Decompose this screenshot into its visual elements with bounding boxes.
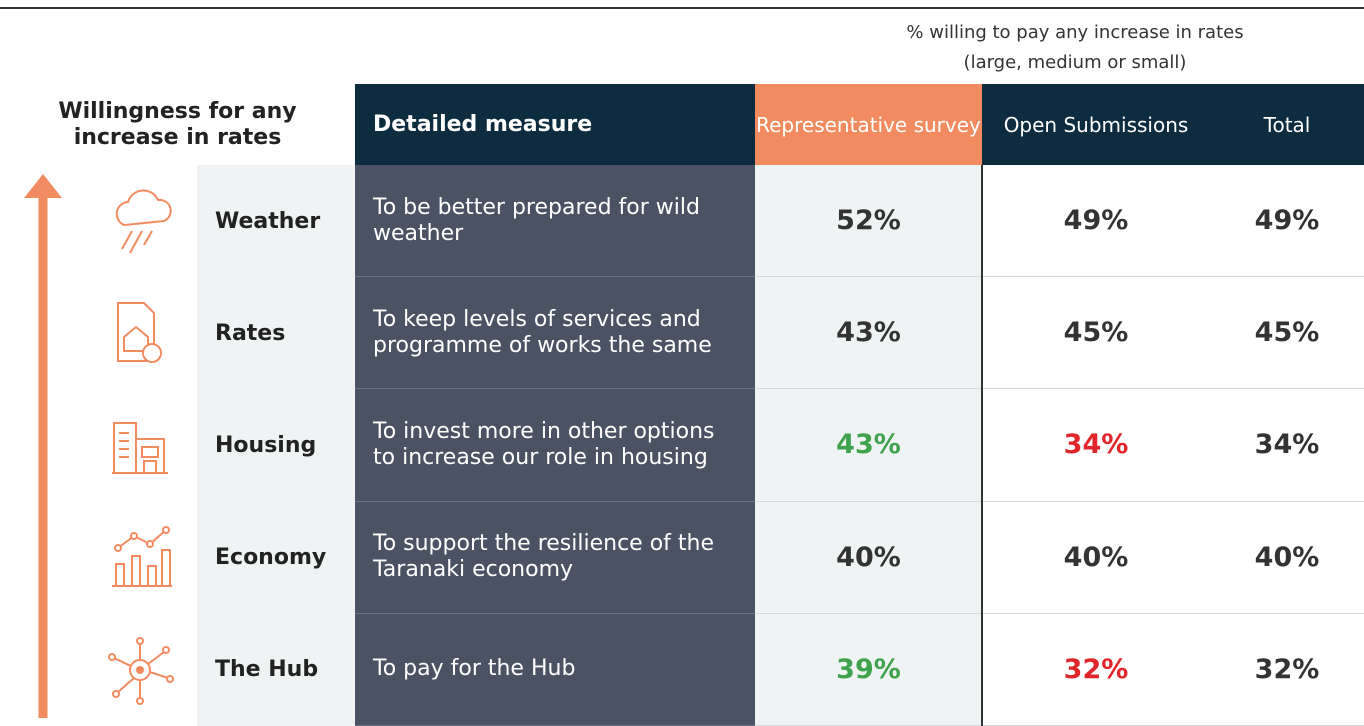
value-cell: 52% [755,165,982,278]
row-icon [108,636,174,705]
value-cell: 34% [1210,389,1364,502]
value-cell: 39% [755,614,982,726]
row-measure: To pay for the Hub [355,613,755,726]
row-measure: To invest more in other options to incre… [355,389,755,502]
value-cell: 32% [1210,614,1364,726]
value-cell: 49% [1210,165,1364,278]
value-cell: 34% [982,389,1210,502]
column-divider [981,165,983,726]
note: % willing to pay any increase in rates [906,22,1244,43]
column-header: Detailed measure [355,84,755,165]
value-cell: 40% [1210,502,1364,614]
value-cell: 40% [755,502,982,614]
value-cell: 49% [982,165,1210,278]
survey-bg [755,277,982,390]
value-cell: 43% [755,277,982,390]
row-label: Economy [197,501,355,614]
row-icon [115,189,172,254]
note: (large, medium or small) [963,52,1187,73]
row-label: Housing [197,389,355,502]
survey-bg [755,165,982,278]
value-cell: 40% [982,502,1210,614]
row-measure: To keep levels of services and programme… [355,277,755,390]
row-icon [112,525,172,587]
survey-bg [755,501,982,614]
value-cell: 45% [1210,277,1364,390]
row-measure: To support the resilience of the Taranak… [355,501,755,614]
row-icon [117,302,162,364]
survey-bg [755,389,982,502]
row-label: Rates [197,277,355,390]
column-header: Willingness for any increase in rates [0,84,355,165]
value-cell: 43% [755,389,982,502]
column-header: Open Submissions [982,84,1210,165]
survey-bg [755,613,982,726]
top-rule [0,7,1364,9]
column-header: Total [1210,84,1364,165]
row-icon [112,422,168,475]
value-cell: 45% [982,277,1210,390]
row-measure: To be better prepared for wild weather [355,165,755,278]
value-cell: 32% [982,614,1210,726]
column-header: Representative survey [755,84,982,165]
row-label: The Hub [197,613,355,726]
row-label: Weather [197,165,355,278]
arrow [24,174,62,718]
